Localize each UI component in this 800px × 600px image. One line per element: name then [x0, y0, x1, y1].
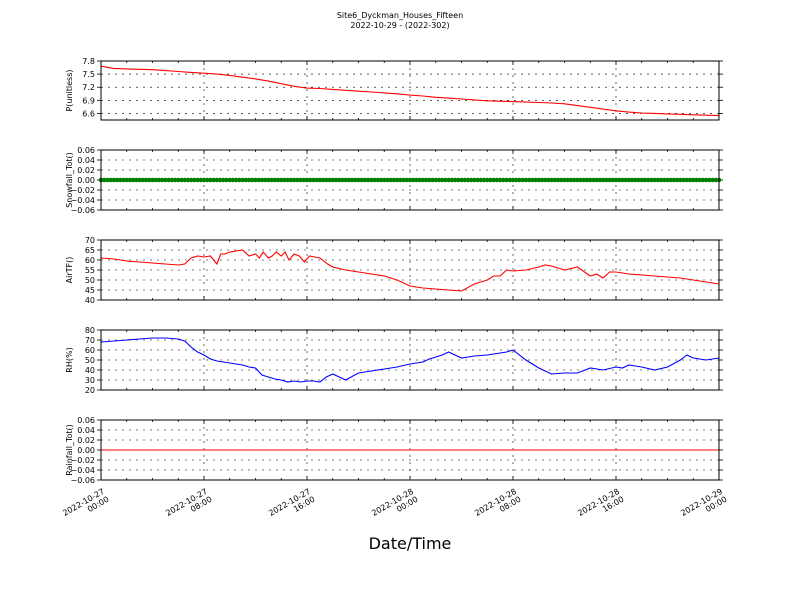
chart-title: Site6_Dyckman_Houses_Fifteen [336, 11, 464, 20]
panel-frame [100, 239, 720, 301]
panel-frame [100, 329, 720, 391]
y-tick-label: 0.04 [77, 426, 95, 435]
y-axis-label: RH(%) [65, 347, 74, 372]
x-axis-label: Date/Time [368, 534, 452, 553]
panel-frame [100, 149, 720, 211]
y-tick-label: −0.04 [70, 196, 95, 205]
panel-frame [100, 60, 720, 121]
y-tick-label: 45 [85, 286, 95, 295]
y-axis-label: Snowfall_Tot() [65, 152, 74, 208]
y-tick-label: −0.04 [70, 466, 95, 475]
y-tick-label: 6.9 [82, 96, 95, 105]
y-tick-label: 7.5 [82, 70, 95, 79]
y-tick-label: 70 [85, 236, 95, 245]
y-tick-label: 7.2 [82, 83, 95, 92]
y-axis-label: AirTF() [65, 257, 74, 284]
panel-5: −0.06−0.04−0.020.000.020.040.06Rainfall_… [65, 416, 723, 485]
y-tick-label: 40 [85, 296, 95, 305]
chart-subtitle: 2022-10-29 - (2022-302) [350, 21, 450, 30]
y-tick-label: 0.02 [77, 436, 95, 445]
y-tick-label: 80 [85, 326, 95, 335]
y-tick-label: 55 [85, 266, 95, 275]
y-tick-label: 7.8 [82, 57, 95, 66]
panel-frame [100, 419, 720, 481]
y-tick-label: 50 [85, 356, 95, 365]
y-tick-label: 0.04 [77, 156, 95, 165]
y-tick-label: −0.06 [70, 206, 95, 215]
panel-2: −0.06−0.04−0.020.000.020.040.06Snowfall_… [65, 146, 723, 215]
series-line [100, 249, 720, 292]
panel-1: 6.6 6.9 7.2 7.5 7.8 P(unitless) [65, 57, 723, 121]
y-tick-label: 60 [85, 256, 95, 265]
y-tick-label: −0.02 [70, 456, 95, 465]
series-line [100, 65, 720, 117]
y-tick-label: −0.02 [70, 186, 95, 195]
y-tick-label: 0.00 [77, 446, 95, 455]
y-tick-label: 70 [85, 336, 95, 345]
y-tick-label: 6.6 [82, 109, 95, 118]
y-tick-label: 60 [85, 346, 95, 355]
y-tick-label: 20 [85, 386, 95, 395]
series-line [100, 337, 720, 383]
y-tick-label: 0.06 [77, 146, 95, 155]
y-tick-label: −0.06 [70, 476, 95, 485]
y-tick-label: 50 [85, 276, 95, 285]
y-tick-label: 0.02 [77, 166, 95, 175]
y-tick-label: 40 [85, 366, 95, 375]
y-tick-label: 65 [85, 246, 95, 255]
y-axis-label: Rainfall_Tot() [65, 424, 74, 476]
y-tick-label: 0.06 [77, 416, 95, 425]
y-tick-label: 0.00 [77, 176, 95, 185]
y-axis-label: P(unitless) [65, 69, 74, 111]
y-tick-label: 30 [85, 376, 95, 385]
